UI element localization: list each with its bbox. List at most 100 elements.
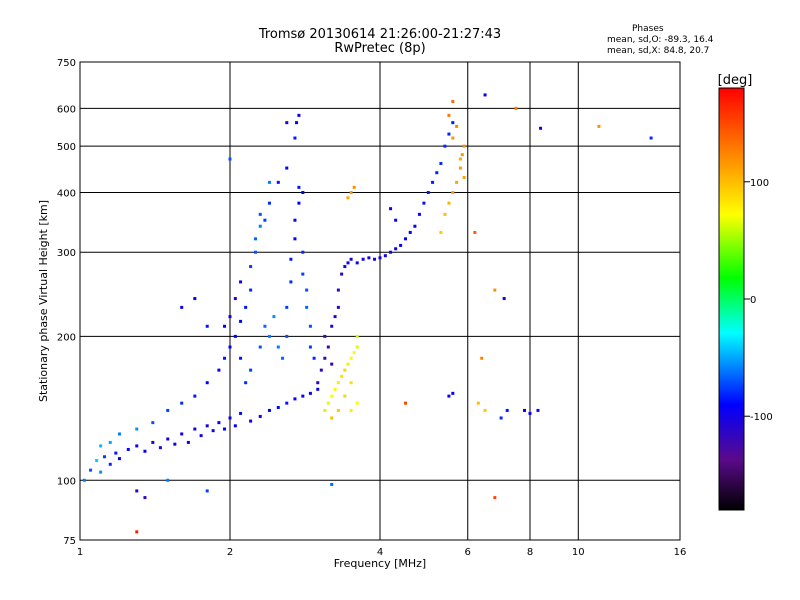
data-point bbox=[301, 250, 305, 254]
data-point bbox=[228, 157, 232, 161]
colorbar-tick-label: 0 bbox=[750, 295, 756, 306]
data-point bbox=[493, 288, 497, 292]
data-point bbox=[108, 440, 112, 444]
data-point bbox=[346, 261, 350, 265]
y-tick-label: 600 bbox=[57, 104, 76, 115]
data-point bbox=[514, 106, 518, 110]
data-point bbox=[336, 305, 340, 309]
data-point bbox=[297, 201, 301, 205]
data-point bbox=[462, 144, 466, 148]
data-point bbox=[205, 381, 209, 385]
data-point bbox=[151, 421, 155, 425]
data-point bbox=[223, 427, 227, 431]
data-point bbox=[180, 305, 184, 309]
data-point bbox=[217, 421, 221, 425]
data-point bbox=[367, 256, 371, 260]
data-point bbox=[447, 201, 451, 205]
data-point bbox=[439, 230, 443, 234]
data-point bbox=[349, 257, 353, 261]
y-tick-label: 100 bbox=[57, 476, 76, 487]
data-point bbox=[443, 212, 447, 216]
data-point bbox=[539, 126, 543, 130]
data-point bbox=[458, 157, 462, 161]
data-point bbox=[308, 391, 312, 395]
data-point bbox=[455, 124, 459, 128]
data-point bbox=[312, 356, 316, 360]
x-tick-label: 1 bbox=[77, 547, 83, 558]
stats-x-line: mean, sd,X: 84.8, 20.7 bbox=[607, 46, 709, 57]
data-point bbox=[319, 368, 323, 372]
data-point bbox=[373, 257, 377, 261]
data-point bbox=[330, 362, 334, 366]
data-point bbox=[244, 381, 248, 385]
data-point bbox=[389, 207, 393, 211]
data-point bbox=[343, 265, 347, 269]
data-point bbox=[483, 408, 487, 412]
data-point bbox=[330, 482, 334, 486]
data-point bbox=[166, 408, 170, 412]
data-point bbox=[417, 212, 421, 216]
data-point bbox=[355, 401, 359, 405]
data-point bbox=[151, 440, 155, 444]
data-point bbox=[103, 455, 107, 459]
data-point bbox=[285, 334, 289, 338]
data-point bbox=[205, 424, 209, 428]
data-point bbox=[95, 458, 99, 462]
data-point bbox=[249, 265, 253, 269]
data-point bbox=[180, 401, 184, 405]
data-point bbox=[336, 381, 340, 385]
data-point bbox=[447, 132, 451, 136]
data-point bbox=[108, 462, 112, 466]
y-tick-label: 300 bbox=[57, 248, 76, 259]
data-point bbox=[285, 401, 289, 405]
data-point bbox=[217, 368, 221, 372]
grid-lines bbox=[80, 62, 680, 540]
data-point bbox=[305, 305, 309, 309]
data-point bbox=[114, 451, 118, 455]
data-point bbox=[285, 121, 289, 125]
data-point bbox=[308, 324, 312, 328]
data-point bbox=[505, 408, 509, 412]
data-point bbox=[343, 368, 347, 372]
data-point bbox=[399, 243, 403, 247]
data-point bbox=[333, 315, 337, 319]
data-point bbox=[330, 394, 334, 398]
data-point bbox=[186, 440, 190, 444]
data-point bbox=[285, 166, 289, 170]
data-point bbox=[205, 324, 209, 328]
data-point bbox=[99, 470, 103, 474]
data-point bbox=[323, 334, 327, 338]
data-point bbox=[326, 401, 330, 405]
data-point bbox=[502, 297, 506, 301]
data-point bbox=[493, 496, 497, 500]
colorbar bbox=[718, 87, 745, 511]
data-point bbox=[267, 408, 271, 412]
data-point bbox=[173, 442, 177, 446]
data-point bbox=[228, 345, 232, 349]
data-point bbox=[297, 185, 301, 189]
data-point bbox=[326, 345, 330, 349]
data-point bbox=[263, 218, 267, 222]
data-point bbox=[158, 446, 162, 450]
data-point bbox=[323, 408, 327, 412]
data-point bbox=[323, 356, 327, 360]
stats-x-values: 84.8, 20.7 bbox=[663, 46, 710, 56]
data-point bbox=[239, 356, 243, 360]
data-point bbox=[343, 394, 347, 398]
data-point bbox=[378, 256, 382, 260]
x-tick-label: 10 bbox=[572, 547, 585, 558]
data-point bbox=[349, 381, 353, 385]
data-point bbox=[143, 449, 147, 453]
data-point bbox=[536, 408, 540, 412]
data-point bbox=[330, 416, 334, 420]
colorbar-tick-label: 100 bbox=[750, 178, 769, 189]
data-point bbox=[135, 427, 139, 431]
data-points bbox=[82, 93, 653, 534]
data-point bbox=[223, 356, 227, 360]
data-point bbox=[597, 124, 601, 128]
data-point bbox=[205, 489, 209, 493]
data-point bbox=[249, 419, 253, 423]
data-point bbox=[451, 136, 455, 140]
data-point bbox=[443, 144, 447, 148]
